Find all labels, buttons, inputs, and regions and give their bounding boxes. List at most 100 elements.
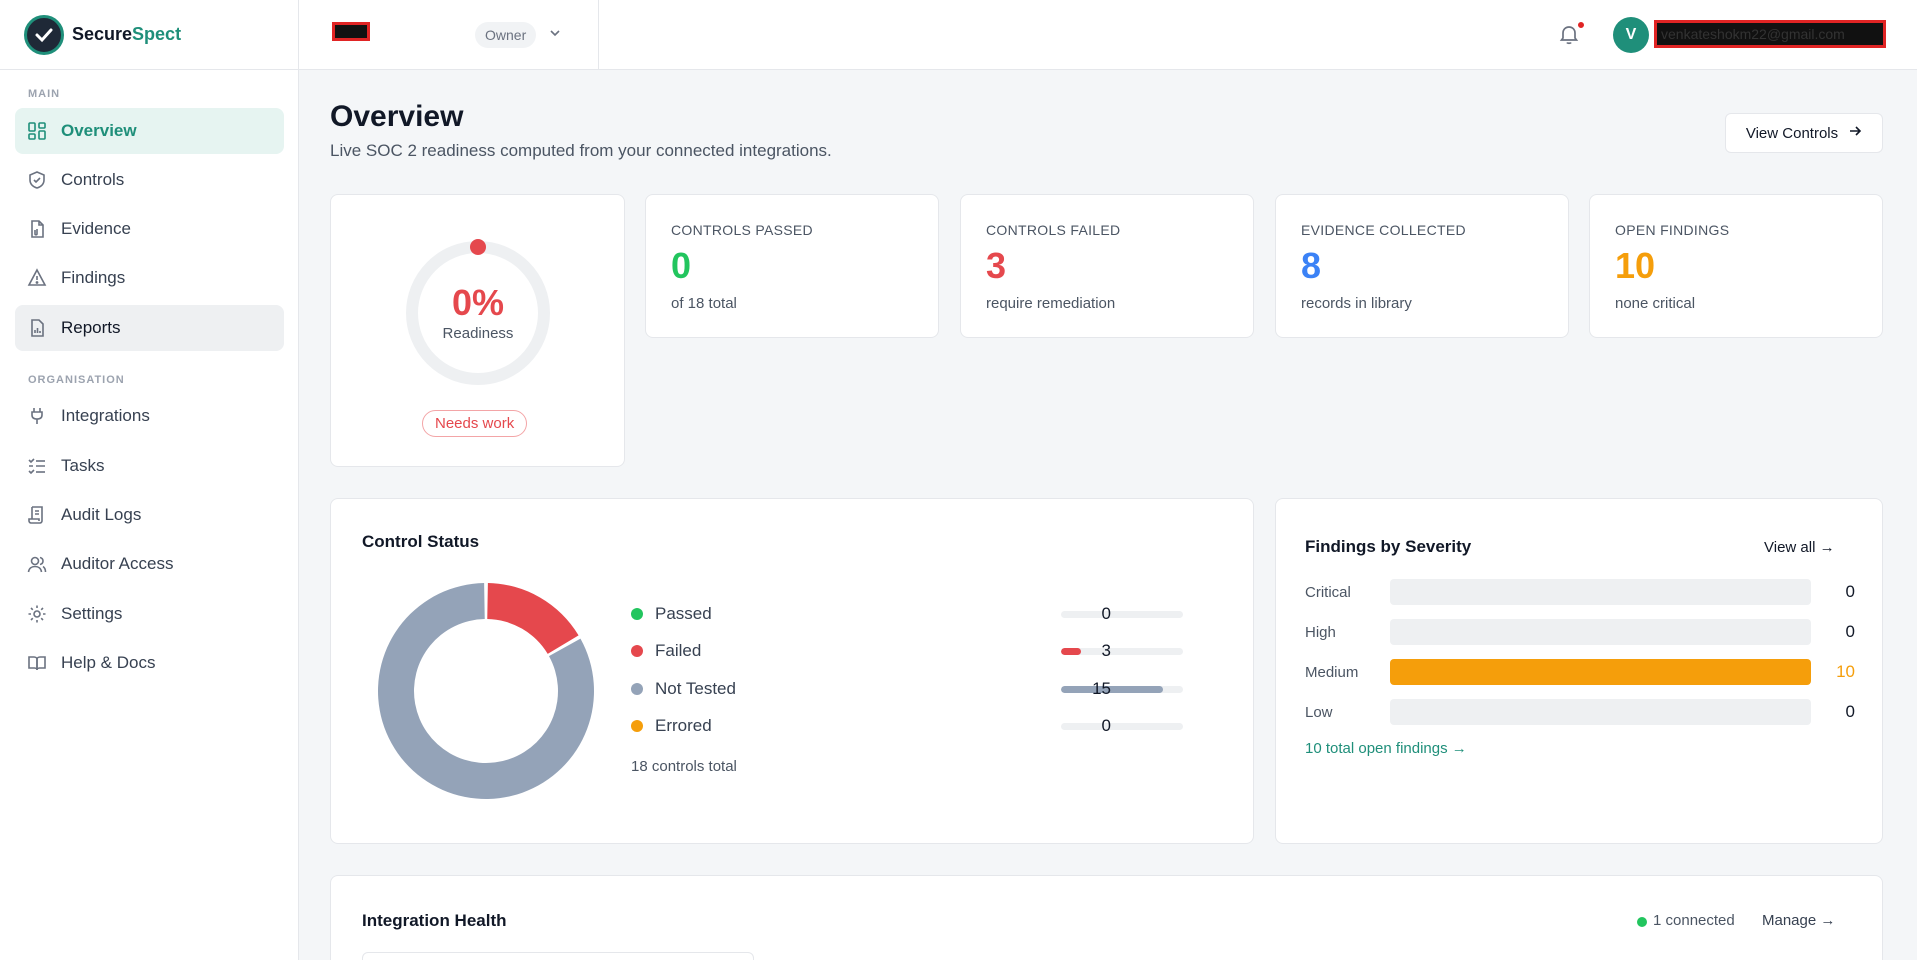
- connected-count: 1 connected: [1653, 912, 1735, 929]
- readiness-indicator-dot: [470, 239, 486, 255]
- chevron-down-icon[interactable]: [549, 26, 561, 42]
- avatar[interactable]: V: [1613, 17, 1649, 53]
- users-icon: [27, 556, 47, 573]
- control-status-donut: [378, 583, 594, 799]
- severity-label: Low: [1305, 703, 1333, 721]
- severity-row-low: Low 0: [1305, 699, 1855, 725]
- sidebar-item-findings[interactable]: Findings: [15, 255, 284, 301]
- legend-label: Not Tested: [655, 679, 736, 698]
- legend-row-errored: Errored 0: [631, 714, 1183, 738]
- donut-slice-not-tested: [378, 583, 594, 799]
- sidebar-item-settings[interactable]: Settings: [15, 591, 284, 637]
- bell-icon[interactable]: [1557, 22, 1581, 46]
- page-title: Overview: [330, 100, 464, 133]
- legend-count: 0: [1101, 716, 1111, 735]
- sidebar-item-tasks[interactable]: Tasks: [15, 443, 284, 489]
- sidebar-item-audit-logs[interactable]: Audit Logs: [15, 492, 284, 538]
- stat-card-evidence-collected[interactable]: EVIDENCE COLLECTED 8 records in library: [1275, 194, 1569, 338]
- severity-count: 0: [1845, 702, 1855, 721]
- control-status-title: Control Status: [362, 532, 480, 551]
- sidebar-item-integrations[interactable]: Integrations: [15, 393, 284, 439]
- sidebar-item-label: Auditor Access: [61, 554, 174, 573]
- readiness-card: 0% Readiness Needs work: [330, 194, 625, 467]
- stat-sub: require remediation: [986, 295, 1116, 312]
- severity-label: Critical: [1305, 583, 1351, 601]
- severity-row-high: High 0: [1305, 619, 1855, 645]
- stat-card-controls-passed[interactable]: CONTROLS PASSED 0 of 18 total: [645, 194, 939, 338]
- legend-dot: [631, 645, 643, 657]
- legend-count: 15: [1092, 679, 1111, 698]
- sidebar-item-label: Help & Docs: [61, 653, 156, 672]
- severity-bar: [1390, 699, 1811, 725]
- sidebar-item-label: Findings: [61, 268, 126, 287]
- sidebar-item-label: Reports: [61, 318, 121, 337]
- stat-sub: records in library: [1301, 295, 1412, 312]
- stat-card-controls-failed[interactable]: CONTROLS FAILED 3 require remediation: [960, 194, 1254, 338]
- logo-check-icon: [24, 14, 64, 55]
- severity-label: High: [1305, 623, 1336, 641]
- stat-value: 10: [1615, 245, 1656, 286]
- dashboard-icon: [28, 122, 46, 140]
- legend-dot: [631, 683, 643, 695]
- sidebar-item-label: Audit Logs: [61, 505, 142, 524]
- book-open-icon: [28, 656, 46, 671]
- stat-label: OPEN FINDINGS: [1615, 222, 1730, 238]
- severity-count: 10: [1836, 662, 1855, 681]
- stat-card-open-findings[interactable]: OPEN FINDINGS 10 none critical: [1589, 194, 1883, 338]
- severity-bar: [1390, 579, 1811, 605]
- findings-title: Findings by Severity: [1305, 537, 1472, 556]
- sidebar-item-label: Tasks: [61, 456, 105, 475]
- view-controls-button[interactable]: View Controls: [1725, 113, 1883, 153]
- file-clip-icon: [31, 220, 44, 238]
- legend-row-not-tested: Not Tested 15: [631, 677, 1183, 701]
- brand[interactable]: SecureSpect: [0, 0, 298, 70]
- legend-bar: [1061, 686, 1183, 693]
- severity-label: Medium: [1305, 663, 1359, 681]
- view-controls-label: View Controls: [1745, 124, 1839, 142]
- integration-item[interactable]: [362, 952, 754, 960]
- manage-integrations-link[interactable]: Manage →: [1762, 912, 1836, 929]
- controls-total: 18 controls total: [631, 758, 737, 775]
- sidebar-item-label: Controls: [61, 170, 125, 189]
- org-switcher[interactable]: Owner: [299, 0, 599, 70]
- role-badge[interactable]: Owner: [475, 22, 537, 48]
- sidebar-item-label: Overview: [61, 121, 137, 140]
- legend-dot: [631, 608, 643, 620]
- stat-sub: none critical: [1615, 295, 1696, 312]
- shield-check-icon: [29, 171, 45, 189]
- donut-slice-failed: [487, 583, 579, 654]
- user-email-redacted[interactable]: venkateshokm22@gmail.com: [1654, 20, 1886, 48]
- warning-triangle-icon: [27, 268, 47, 286]
- stat-value: 3: [986, 245, 1007, 286]
- severity-bar: [1390, 619, 1811, 645]
- view-all-findings-link[interactable]: View all →: [1764, 539, 1835, 556]
- legend-label: Passed: [655, 604, 712, 623]
- total-open-findings-link[interactable]: 10 total open findings →: [1305, 740, 1467, 757]
- sidebar-item-reports[interactable]: Reports: [15, 305, 284, 351]
- arrow-right-icon: [1848, 124, 1862, 143]
- stat-label: CONTROLS PASSED: [671, 222, 813, 238]
- integration-health-title: Integration Health: [362, 911, 507, 930]
- legend-dot: [631, 720, 643, 732]
- legend-bar: [1061, 723, 1183, 730]
- scroll-log-icon: [28, 506, 43, 524]
- sidebar-item-auditor-access[interactable]: Auditor Access: [15, 541, 284, 587]
- connected-status-dot: [1637, 917, 1647, 927]
- readiness-gauge: [406, 239, 550, 385]
- sidebar: SecureSpect MAIN Overview Controls Evide…: [0, 0, 299, 960]
- stat-sub: of 18 total: [671, 295, 737, 312]
- sidebar-item-label: Evidence: [61, 219, 131, 238]
- legend-label: Errored: [655, 716, 712, 735]
- report-chart-icon: [31, 319, 44, 337]
- sidebar-item-overview[interactable]: Overview: [15, 108, 284, 154]
- findings-by-severity-card: Findings by Severity View all → Critical…: [1275, 498, 1883, 844]
- legend-count: 0: [1101, 604, 1111, 623]
- sidebar-item-label: Settings: [61, 604, 123, 623]
- sidebar-item-label: Integrations: [61, 406, 150, 425]
- sidebar-item-evidence[interactable]: Evidence: [15, 206, 284, 252]
- notification-dot: [1576, 20, 1586, 30]
- sidebar-item-controls[interactable]: Controls: [15, 157, 284, 203]
- stat-label: EVIDENCE COLLECTED: [1301, 222, 1466, 238]
- sidebar-item-help-docs[interactable]: Help & Docs: [15, 640, 284, 686]
- legend-bar: [1061, 611, 1183, 618]
